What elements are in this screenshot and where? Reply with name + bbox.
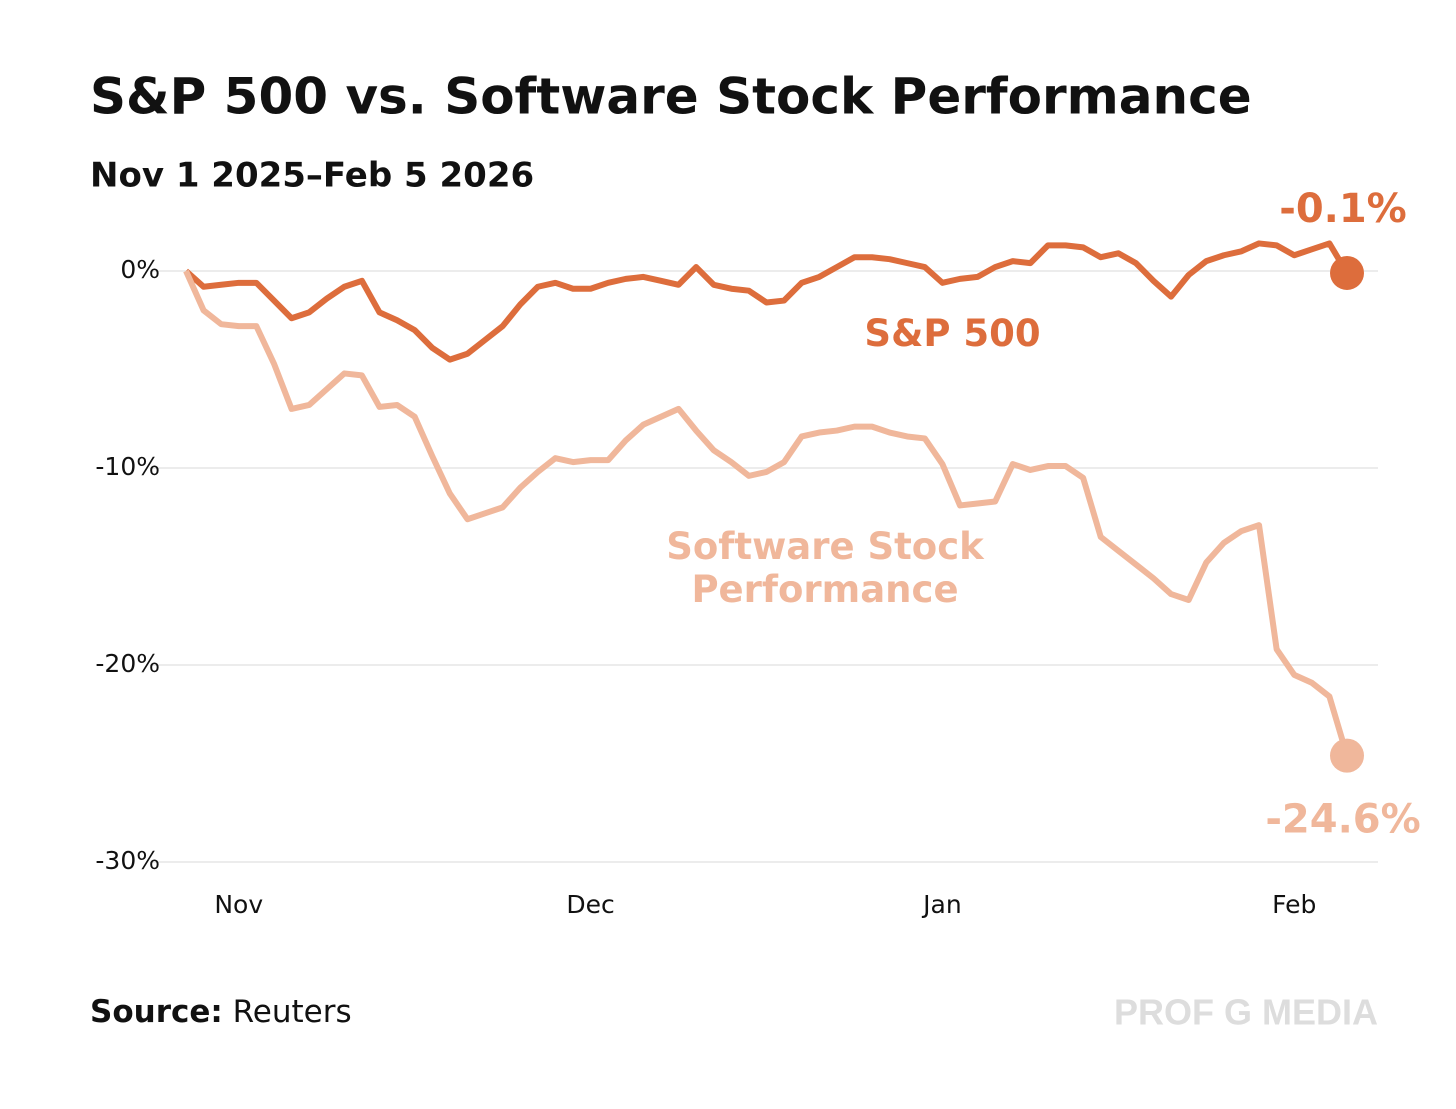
series-label: Software Stock Performance	[666, 525, 984, 611]
series-line	[183, 240, 1350, 363]
y-tick-label: 0%	[120, 255, 160, 284]
y-tick-label: -30%	[95, 846, 160, 875]
x-tick-label: Dec	[566, 890, 614, 919]
source-text: Reuters	[233, 994, 352, 1030]
source: Source: Reuters	[90, 994, 352, 1030]
value-label: -0.1%	[1279, 186, 1407, 232]
end-dot	[1330, 738, 1364, 773]
source-label: Source:	[90, 994, 223, 1030]
x-tick-label: Jan	[921, 890, 962, 919]
chart-title: S&P 500 vs. Software Stock Performance	[90, 68, 1252, 126]
value-label: -24.6%	[1265, 797, 1420, 843]
x-tick-label: Nov	[214, 890, 263, 919]
series-line	[183, 269, 1350, 757]
end-dot	[1330, 255, 1364, 290]
y-tick-label: -20%	[95, 649, 160, 678]
watermark: PROF G MEDIA	[1114, 992, 1378, 1033]
chart-subtitle: Nov 1 2025–Feb 5 2026	[90, 156, 534, 196]
x-tick-label: Feb	[1272, 890, 1316, 919]
y-tick-label: -10%	[95, 452, 160, 481]
series-label: S&P 500	[864, 312, 1041, 355]
